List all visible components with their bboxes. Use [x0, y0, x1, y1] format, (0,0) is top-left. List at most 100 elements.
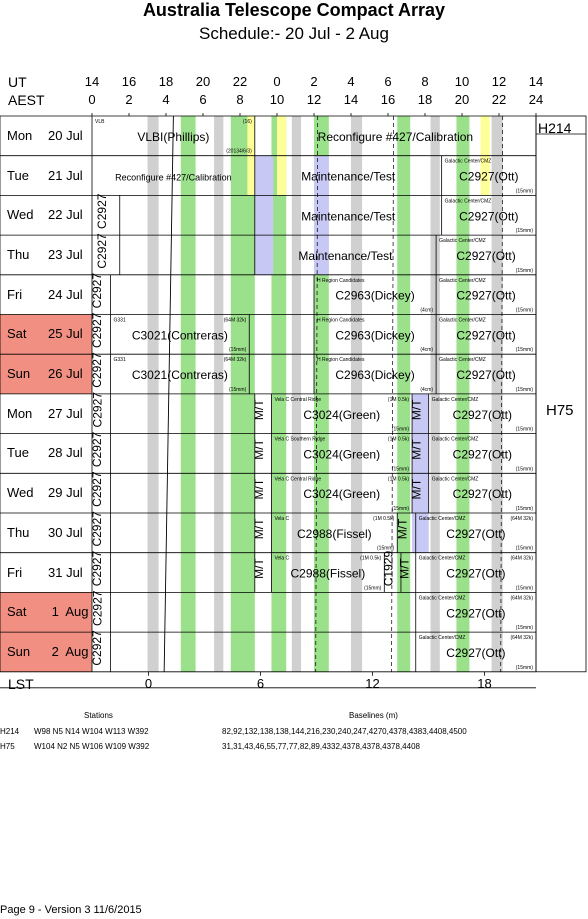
page-title: Australia Telescope Compact Array	[142, 0, 446, 20]
block-note: Vela C	[274, 516, 289, 522]
block-label: M/T	[409, 399, 423, 420]
lst-shade-grey	[147, 632, 159, 672]
lst-shade-grey	[351, 314, 363, 355]
lst-shade-green	[271, 393, 287, 434]
lst-shade-grey	[430, 274, 440, 315]
block-note: (15mm)	[516, 188, 534, 194]
lst-shade-green	[180, 354, 196, 394]
shade-yellow	[277, 116, 287, 156]
lst-shade-green	[397, 195, 411, 236]
block-label: C3024(Green)	[303, 487, 380, 501]
block-note: Galactic Center/CMZ	[419, 556, 466, 562]
lst-shade-green	[314, 552, 329, 593]
lst-shade-grey	[291, 116, 302, 156]
shade-lavender	[254, 155, 274, 196]
lst-shade-grey	[147, 513, 159, 553]
block-note: (20134/6/3)	[226, 149, 252, 155]
lst-shade-grey	[147, 314, 159, 355]
block-label: C2927	[95, 233, 109, 269]
block-label: C2927(Ott)	[456, 289, 515, 303]
block-label: Reconfigure #427/Calibration	[115, 173, 232, 183]
lst-shade-green	[271, 195, 287, 236]
block-note: (64M 32k)	[510, 635, 533, 641]
block-note: (15mm)	[392, 427, 410, 433]
lst-shade-grey	[430, 116, 440, 156]
aest-tick-label: 10	[269, 92, 285, 107]
lst-shade-grey	[351, 235, 363, 275]
lst-shade-grey	[351, 592, 363, 633]
lst-tick-label: 6	[256, 676, 265, 691]
config-row-h75-name: H75	[0, 742, 15, 751]
block-note: (64M 32k)	[510, 595, 533, 601]
lst-shade-grey	[491, 552, 503, 593]
day-of-week: Tue	[7, 445, 29, 461]
shade-lavender	[254, 195, 274, 236]
block-label: C2988(Fissel)	[291, 567, 366, 581]
block-label: C2927(Ott)	[446, 527, 505, 541]
block-note: (15mm)	[516, 347, 534, 353]
lst-shade-green	[397, 116, 411, 156]
aest-tick-label: 22	[491, 92, 507, 107]
lst-shade-grey	[430, 354, 440, 394]
block-label: C2927(Ott)	[456, 368, 515, 382]
lst-shade-green	[397, 433, 411, 474]
block-note: G331	[114, 357, 126, 363]
lst-shade-green	[397, 354, 411, 394]
block-label: C2927(Ott)	[446, 567, 505, 581]
block-label: C2927	[90, 590, 104, 626]
lst-shade-green	[271, 513, 287, 553]
lst-shade-green	[456, 632, 470, 672]
lst-shade-green	[397, 235, 411, 275]
lst-shade-grey	[351, 155, 363, 196]
lst-shade-grey	[351, 116, 363, 156]
lst-shade-grey	[430, 393, 440, 434]
lst-shade-grey	[214, 314, 224, 355]
block-label: M/T	[252, 518, 266, 539]
shade-lavender	[314, 235, 329, 275]
ut-tick-label: 8	[421, 74, 429, 89]
lst-shade-green	[271, 354, 287, 394]
block-note: (15mm)	[516, 506, 534, 512]
lst-shade-green	[271, 592, 287, 633]
block-label: M/T	[252, 399, 266, 420]
lst-shade-green	[180, 274, 196, 315]
lst-shade-grey	[430, 592, 440, 633]
block-note: VLB	[95, 119, 105, 125]
block-note: G331	[114, 318, 126, 324]
lst-shade-green	[314, 433, 329, 474]
block-label: C2927(Ott)	[453, 408, 512, 422]
lst-shade-grey	[351, 195, 363, 236]
block-note: (15mm)	[516, 466, 534, 472]
block-label: C3021(Contreras)	[132, 368, 228, 382]
lst-shade-grey	[430, 552, 440, 593]
block-note: Galactic Center/CMZ	[439, 318, 486, 324]
config-row-h75-baselines: 31,31,43,46,55,77,77,82,89,4332,4378,437…	[222, 742, 420, 751]
block-label: C2927	[90, 551, 104, 587]
lst-shade-grey	[351, 433, 363, 474]
shade-lavender	[412, 433, 429, 474]
lst-shade-green	[314, 513, 329, 553]
lst-shade-grey	[430, 314, 440, 355]
block-label: C2927	[90, 431, 104, 467]
lst-shade-green	[180, 473, 196, 513]
day-of-week: Fri	[7, 564, 23, 580]
lst-shade-grey	[291, 632, 302, 672]
lst-shade-grey	[214, 235, 224, 275]
aest-tick-label: 4	[162, 92, 170, 107]
block-note: Galactic Center/CMZ	[445, 159, 492, 165]
lst-shade-grey	[430, 473, 440, 513]
block-label: Maintenance/Test	[301, 209, 396, 223]
block-note: Galactic Center/CMZ	[419, 595, 466, 601]
ut-tick-label: 22	[232, 74, 248, 89]
block-note: (15mm)	[516, 268, 534, 274]
aest-tick-label: 24	[528, 92, 544, 107]
baselines-heading: Baselines (m)	[349, 711, 398, 720]
shade-lavender	[254, 235, 274, 275]
lst-shade-grey	[491, 314, 503, 355]
block-label: Maintenance/Test	[298, 249, 393, 263]
lst-shade-grey	[351, 632, 363, 672]
lst-shade-green	[397, 552, 411, 593]
lst-tick-label: 12	[365, 676, 380, 691]
block-label: C2963(Dickey)	[335, 328, 414, 342]
lst-shade-green	[456, 155, 470, 196]
